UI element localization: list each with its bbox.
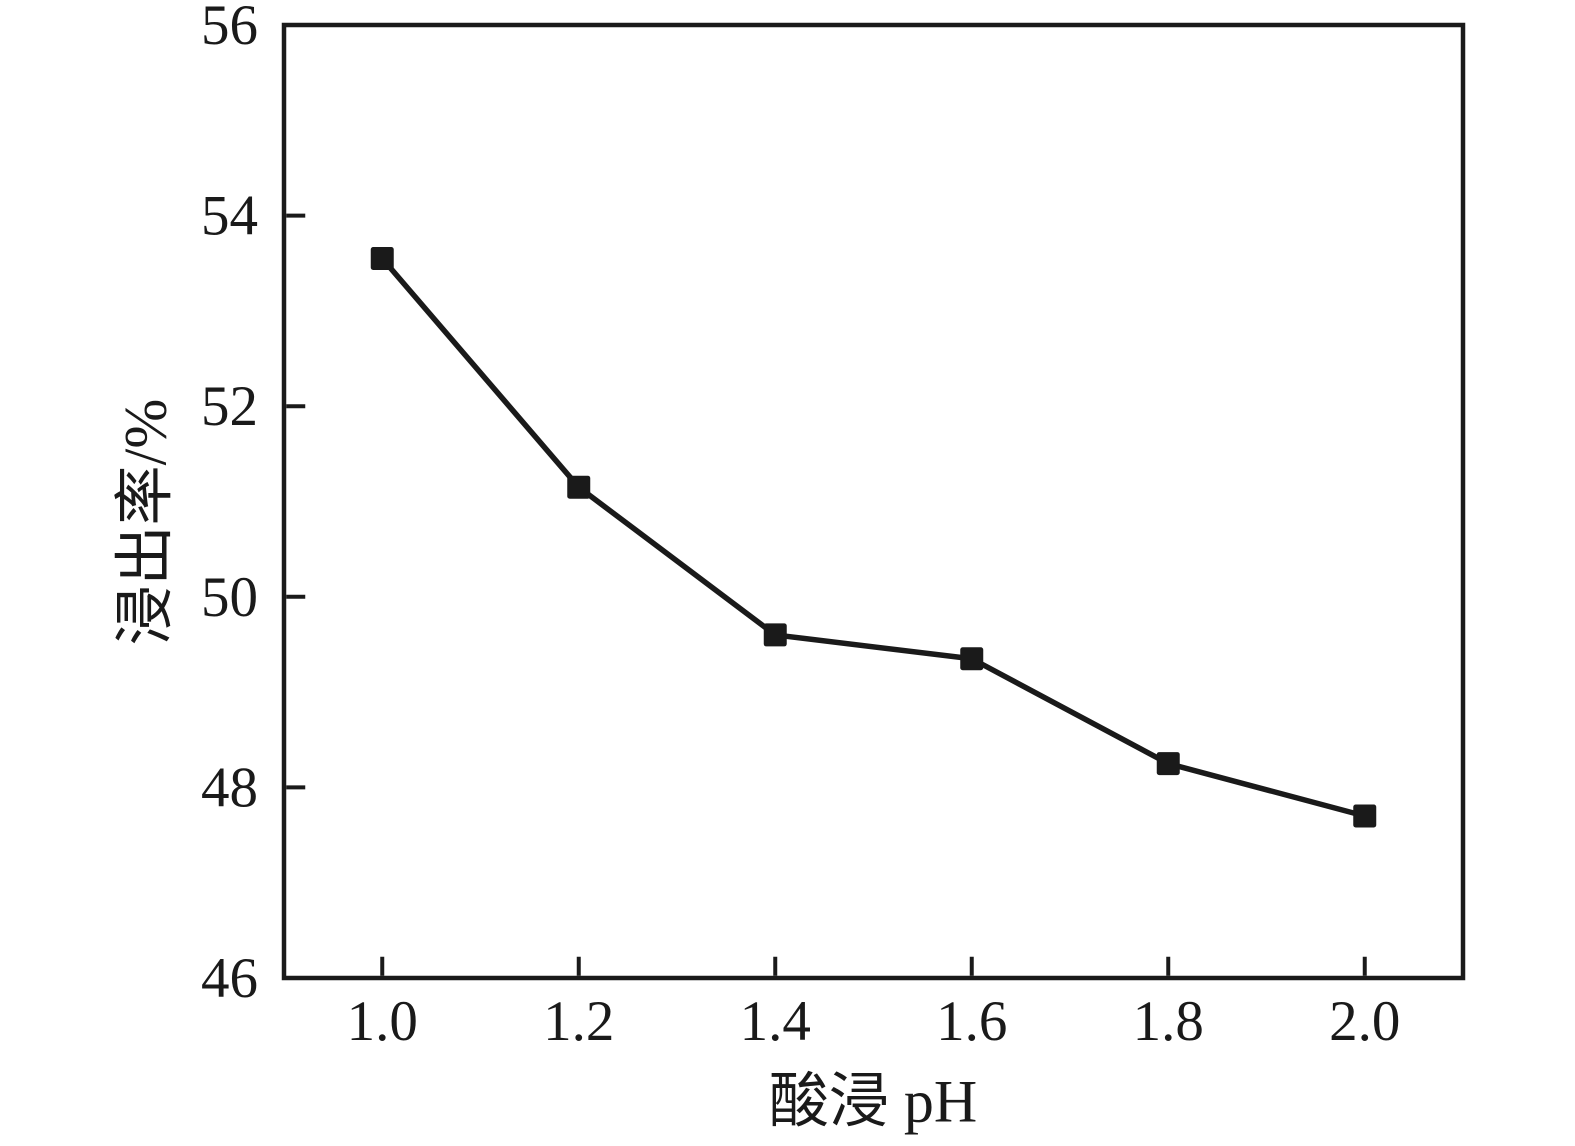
plot-border [281, 22, 1466, 981]
y-tick-label: 48 [201, 756, 258, 819]
y-tick-label: 56 [201, 0, 258, 57]
x-tick-label: 1.6 [936, 990, 1007, 1053]
y-tick-label: 54 [201, 185, 258, 248]
data-point-marker [1156, 752, 1180, 776]
x-tick-label: 2.0 [1329, 990, 1400, 1053]
y-tick-label: 46 [201, 947, 258, 1010]
data-point-marker [370, 246, 394, 270]
x-tick-label: 1.8 [1133, 990, 1204, 1053]
x-tick-label: 1.4 [740, 990, 811, 1053]
x-tick-label: 1.2 [543, 990, 614, 1053]
data-line [379, 255, 1368, 819]
y-axis-title: 浸出率/% [112, 398, 179, 646]
y-tick-label: 52 [201, 375, 258, 438]
data-point-marker [763, 623, 787, 647]
data-point-marker [567, 475, 591, 499]
y-tick-label: 50 [201, 566, 258, 629]
data-point-marker [960, 647, 984, 671]
data-point-marker [1353, 804, 1377, 828]
x-axis-title: 酸浸 pH [768, 1068, 978, 1135]
x-tick-label: 1.0 [347, 990, 418, 1053]
